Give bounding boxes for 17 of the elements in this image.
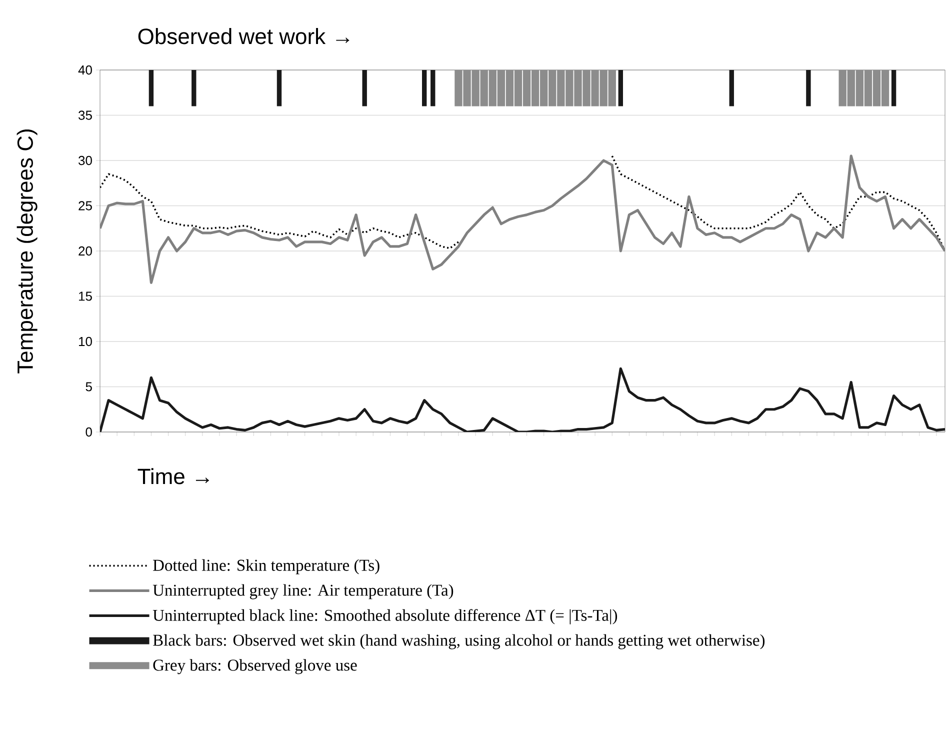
y-tick-label: 5 <box>86 382 92 392</box>
y-tick-label: 40 <box>78 65 92 75</box>
legend-label: Dotted line: Skin temperature (Ts) <box>153 559 380 574</box>
y-tick-label: 25 <box>78 201 92 210</box>
y-tick-label: 20 <box>78 246 92 256</box>
legend-label: Grey bars: Observed glove use <box>153 659 357 674</box>
y-tick-label: 30 <box>78 156 92 166</box>
y-tick-label: 0 <box>86 427 92 437</box>
legend-label: Black bars: Observed wet skin (hand washing, using alcohol or hands getting wet otherwise) <box>153 634 765 650</box>
legend-label: Uninterrupted grey line: Air temperature (Ta) <box>152 584 454 600</box>
chart-title: Observed wet work → <box>138 28 350 44</box>
y-tick-label: 15 <box>79 292 92 301</box>
y-tick-label: 10 <box>79 336 92 346</box>
y-axis-title: Temperature (degrees C) <box>16 130 38 374</box>
y-tick-label: 35 <box>78 110 92 120</box>
legend-label: Uninterrupted black line: Smoothed absolute difference ΔT (= |Ts-Ta|) <box>152 609 618 624</box>
x-axis-title: Time → <box>138 468 209 484</box>
